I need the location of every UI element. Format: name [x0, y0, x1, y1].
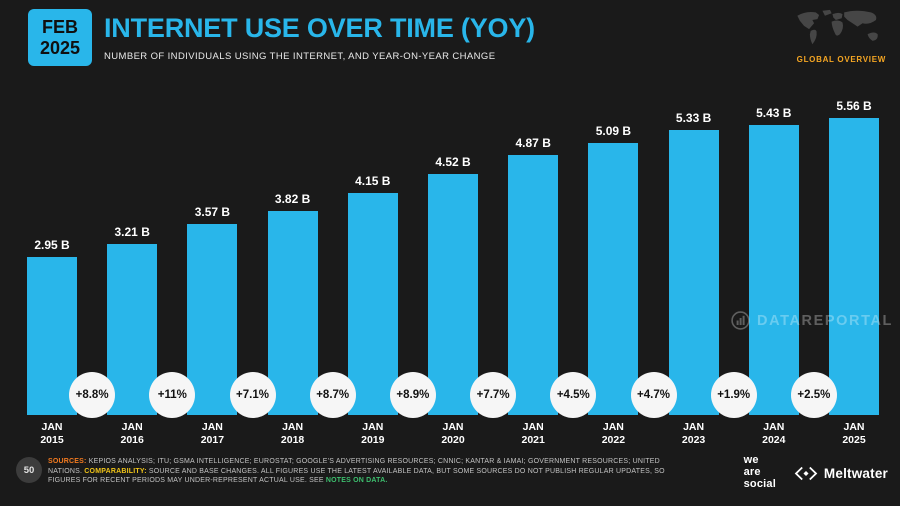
datareportal-logo-icon — [731, 311, 750, 330]
bar-value-label: 4.52 B — [435, 154, 471, 169]
meltwater-logo-icon — [794, 466, 818, 481]
comparability-label: COMPARABILITY: — [84, 467, 147, 475]
yoy-change-badge: +2.5% — [790, 372, 837, 418]
world-map-icon — [797, 9, 878, 45]
x-axis-label: JAN 2017 — [200, 421, 225, 446]
bar-value-label: 5.56 B — [836, 99, 872, 113]
sources-body: KEPIOS ANALYSIS; ITU; GSMA INTELLIGENCE;… — [48, 458, 660, 475]
yoy-change-badge: +8.7% — [309, 372, 356, 418]
global-overview-block: GLOBAL OVERVIEW — [776, 8, 886, 64]
we-are-social-logo: we are social — [744, 454, 776, 490]
yoy-change-badge: +11% — [149, 372, 196, 418]
yoy-change-badge: +4.5% — [550, 372, 597, 418]
date-month: FEB — [42, 17, 78, 38]
sources-label: SOURCES: — [48, 458, 87, 465]
x-axis-label: JAN 2019 — [361, 421, 385, 446]
yoy-change-badge: +4.7% — [630, 372, 677, 418]
chart-bar — [107, 243, 158, 415]
comparability-body: SOURCE AND BASE CHANGES. ALL FIGURES USE… — [48, 467, 665, 485]
chart-bar — [347, 193, 398, 415]
bar-value-label: 2.95 B — [34, 238, 70, 253]
page-number-badge: 50 — [16, 457, 42, 483]
chart-bar — [588, 143, 639, 415]
yoy-change-badge: +7.1% — [229, 372, 276, 418]
chart-bar — [668, 130, 719, 415]
x-axis-label: JAN 2025 — [842, 421, 866, 446]
x-axis-label: JAN 2024 — [762, 421, 786, 446]
x-axis-label: JAN 2016 — [120, 421, 144, 446]
notes-on-data-link[interactable]: NOTES ON DATA. — [325, 477, 388, 485]
datareportal-watermark: DATAREPORTAL — [731, 311, 893, 330]
page-subtitle: NUMBER OF INDIVIDUALS USING THE INTERNET… — [104, 51, 496, 62]
x-axis-label: JAN 2015 — [40, 421, 64, 446]
bar-value-label: 3.57 B — [194, 205, 231, 220]
date-badge: FEB 2025 — [28, 9, 92, 66]
meltwater-logo: Meltwater — [794, 466, 888, 481]
x-axis-label: JAN 2021 — [521, 421, 545, 446]
bar-value-label: 4.15 B — [355, 174, 391, 189]
page-title: INTERNET USE OVER TIME (YOY) — [104, 13, 535, 43]
bar-value-label: 5.33 B — [675, 111, 712, 126]
x-axis-label: JAN 2018 — [280, 421, 305, 446]
date-year: 2025 — [39, 37, 81, 58]
chart-bar — [187, 224, 238, 415]
bar-value-label: 4.87 B — [515, 135, 551, 150]
yoy-change-badge: +8.9% — [389, 372, 436, 418]
title-block: INTERNET USE OVER TIME (YOY) NUMBER OF I… — [104, 13, 535, 62]
chart-bar — [27, 257, 77, 415]
bar-value-label: 5.09 B — [595, 124, 632, 139]
chart-bar — [748, 124, 799, 415]
x-axis-label: JAN 2020 — [441, 421, 465, 446]
chart-bar — [829, 118, 879, 415]
meltwater-logo-text: Meltwater — [823, 466, 888, 481]
chart-bar — [428, 173, 478, 415]
bar-value-label: 5.43 B — [756, 105, 792, 120]
yoy-change-badge: +7.7% — [470, 372, 517, 418]
bar-value-label: 3.82 B — [274, 191, 311, 206]
bar-value-label: 3.21 B — [114, 224, 150, 239]
yoy-change-badge: +8.8% — [69, 372, 116, 418]
datareportal-watermark-text: DATAREPORTAL — [757, 312, 893, 329]
global-overview-label: GLOBAL OVERVIEW — [796, 55, 886, 64]
x-axis-label: JAN 2023 — [681, 421, 706, 446]
we-are-social-line: social — [743, 478, 776, 490]
we-are-social-line: are — [743, 466, 761, 478]
yoy-change-badge: +1.9% — [710, 372, 757, 418]
we-are-social-line: we — [743, 454, 759, 466]
chart-bar — [267, 210, 318, 415]
footer: 50 SOURCES: KEPIOS ANALYSIS; ITU; GSMA I… — [0, 452, 900, 506]
sources-text: SOURCES: KEPIOS ANALYSIS; ITU; GSMA INTE… — [48, 457, 690, 486]
chart-bar — [508, 154, 559, 415]
x-axis-label: JAN 2022 — [601, 421, 626, 446]
